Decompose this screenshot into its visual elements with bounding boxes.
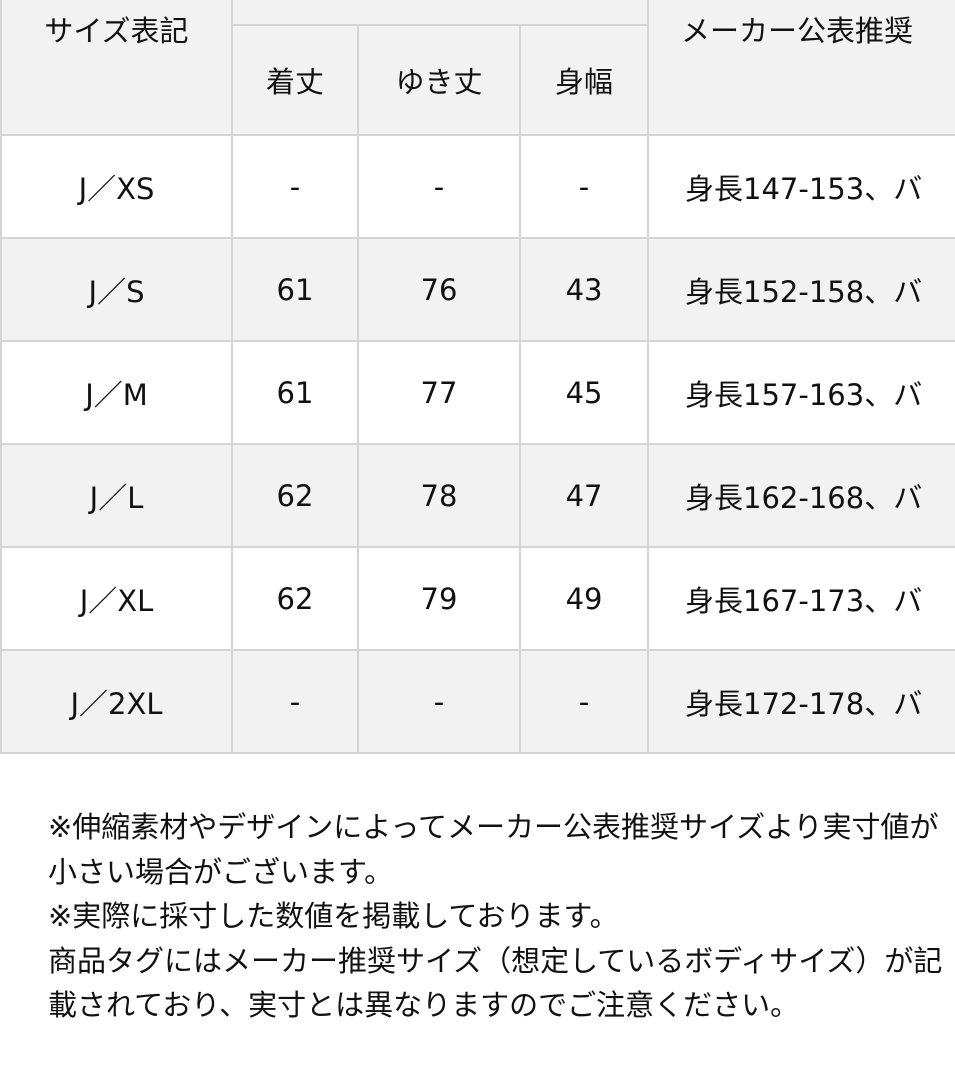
cell-length: 61 [231,340,359,445]
cell-recommended: 身長157-163、バ [647,340,955,445]
cell-length: 61 [231,237,359,342]
cell-length: 62 [231,546,359,651]
cell-length: - [231,134,359,239]
cell-recommended: 身長172-178、バ [647,649,955,754]
table-row: J／S 61 76 43 身長152-158、バ [0,237,955,342]
note-measured: ※実際に採寸した数値を掲載しております。 [48,899,619,933]
cell-length: 62 [231,443,359,548]
table-row: J／L 62 78 47 身長162-168、バ [0,443,955,548]
cell-width: 45 [518,340,650,445]
cell-width: 47 [518,443,650,548]
cell-size: J／S [0,237,233,342]
cell-size: J／L [0,443,233,548]
cell-size: J／M [0,340,233,445]
table-row: J／M 61 77 45 身長157-163、バ [0,340,955,445]
cell-recommended: 身長162-168、バ [647,443,955,548]
cell-sleeve: 76 [357,237,521,342]
size-table: サイズ表記 メーカー公表推奨 着丈 ゆき丈 身幅 J／XS - - - 身長147-15… [0,0,955,754]
cell-recommended: 身長152-158、バ [647,237,955,342]
note-tag: 商品タグにはメーカー推奨サイズ（想定しているボディサイズ）が記載されており、実寸… [48,943,943,1023]
cell-size: J／2XL [0,649,233,754]
header-sleeve: ゆき丈 [357,23,521,136]
cell-recommended: 身長147-153、バ [647,134,955,239]
note-stretch: ※伸縮素材やデザインによってメーカー公表推奨サイズより実寸値が小さい場合がござい… [48,810,939,889]
header-measure-group [230,0,650,26]
cell-width: - [518,649,650,754]
header-row-measures: 着丈 ゆき丈 身幅 [1,23,955,136]
header-length: 着丈 [231,23,359,136]
cell-sleeve: - [357,134,521,239]
header-row-top: サイズ表記 メーカー公表推奨 [0,0,955,136]
table-row: J／XL 62 79 49 身長167-173、バ [0,546,955,651]
cell-recommended: 身長167-173、バ [647,546,955,651]
cell-sleeve: - [357,649,521,754]
header-width: 身幅 [518,23,650,136]
size-notes: ※伸縮素材やデザインによってメーカー公表推奨サイズより実寸値が小さい場合がござい… [48,805,953,1028]
header-recommended: メーカー公表推奨 [647,0,955,136]
table-row: J／2XL - - - 身長172-178、バ [0,649,955,754]
cell-size: J／XS [0,134,233,239]
header-size-label: サイズ表記 [0,0,233,136]
cell-sleeve: 79 [357,546,521,651]
cell-sleeve: 78 [357,443,521,548]
cell-size: J／XL [0,546,233,651]
cell-width: 49 [518,546,650,651]
cell-sleeve: 77 [357,340,521,445]
table-row: J／XS - - - 身長147-153、バ [0,134,955,239]
cell-width: - [518,134,650,239]
cell-length: - [231,649,359,754]
cell-width: 43 [518,237,650,342]
